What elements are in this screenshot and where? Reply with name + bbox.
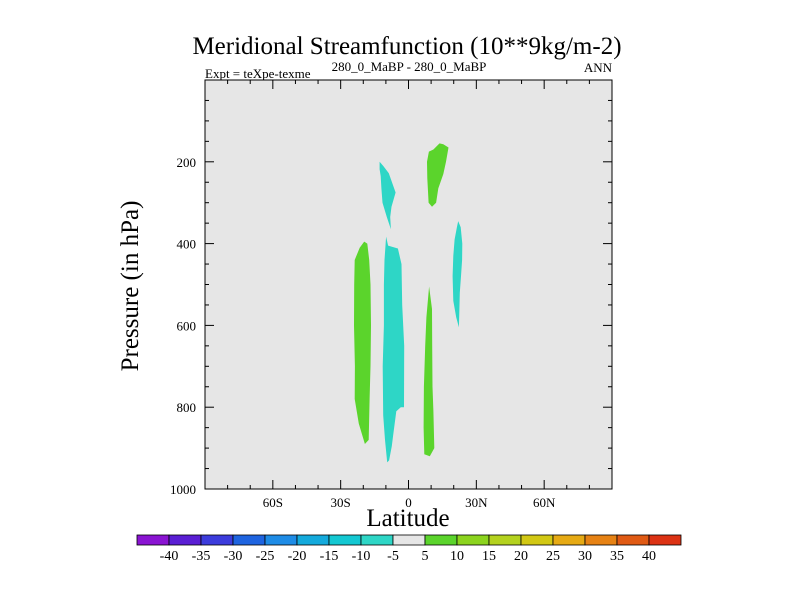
colorbar-box <box>136 534 170 546</box>
colorbar-label: 15 <box>482 549 496 564</box>
colorbar-box <box>584 534 618 546</box>
plot-background <box>205 80 612 489</box>
colorbar-box <box>456 534 490 546</box>
contour-region-nh-upper-positive <box>427 143 449 207</box>
y-axis-label: Pressure (in hPa) <box>117 201 144 372</box>
y-tick-label: 1000 <box>170 482 196 497</box>
colorbar-box <box>328 534 362 546</box>
center-label: 280_0_MaBP - 280_0_MaBP <box>332 59 487 74</box>
colorbar-box <box>616 534 650 546</box>
colorbar-label: -30 <box>224 549 243 564</box>
axis-ticks: 60S 30S 0 30N 60N 200 400 600 800 1000 <box>170 80 612 510</box>
colorbar-box <box>520 534 554 546</box>
x-tick-label: 30N <box>465 495 488 510</box>
colorbar-box <box>488 534 522 546</box>
x-tick-label: 60S <box>263 495 283 510</box>
colorbar-box <box>360 534 394 546</box>
colorbar-box <box>648 534 682 546</box>
colorbar-label: -10 <box>352 549 371 564</box>
colorbar-label: -25 <box>256 549 275 564</box>
chart-title: Meridional Streamfunction (10**9kg/m-2) <box>192 33 621 60</box>
colorbar-label: -35 <box>192 549 211 564</box>
contour-region-nh-mid-negative <box>452 221 463 328</box>
colorbar-label: 40 <box>642 549 656 564</box>
colorbar-label: 35 <box>610 549 624 564</box>
y-tick-label: 600 <box>177 318 197 333</box>
colorbar-box <box>168 534 202 546</box>
contour-layer <box>354 143 463 463</box>
colorbar-label: -20 <box>288 549 307 564</box>
contour-region-sh-upper-negative <box>379 161 396 230</box>
x-tick-label: 60N <box>533 495 556 510</box>
y-tick-label: 400 <box>177 237 197 252</box>
y-tick-label: 800 <box>177 400 197 415</box>
colorbar-label: 20 <box>514 549 528 564</box>
colorbar-box <box>424 534 458 546</box>
colorbar-box <box>392 534 426 546</box>
x-tick-label: 30S <box>331 495 351 510</box>
right-label: ANN <box>584 60 613 75</box>
y-tick-label: 200 <box>177 155 197 170</box>
colorbar-label: 30 <box>578 549 592 564</box>
colorbar-box <box>552 534 586 546</box>
colorbar-box <box>200 534 234 546</box>
x-tick-label: 0 <box>405 495 412 510</box>
contour-region-sh-positive <box>354 241 371 444</box>
colorbar: -40 -35 -30 -25 -20 -15 -10 -5 5 10 15 20 25 30 35 40 <box>136 534 682 564</box>
left-label: Expt = teXpe-texme <box>205 66 311 81</box>
colorbar-label: -40 <box>160 549 179 564</box>
colorbar-box <box>232 534 266 546</box>
colorbar-label: 25 <box>546 549 560 564</box>
x-axis-label: Latitude <box>366 505 449 532</box>
colorbar-label: 10 <box>450 549 464 564</box>
colorbar-label: -15 <box>320 549 339 564</box>
colorbar-label: -5 <box>387 549 399 564</box>
contour-region-nh-deep-positive <box>423 286 435 457</box>
colorbar-label: 5 <box>422 549 429 564</box>
contour-region-sh-deep-negative <box>382 236 405 463</box>
colorbar-box <box>296 534 330 546</box>
colorbar-box <box>264 534 298 546</box>
